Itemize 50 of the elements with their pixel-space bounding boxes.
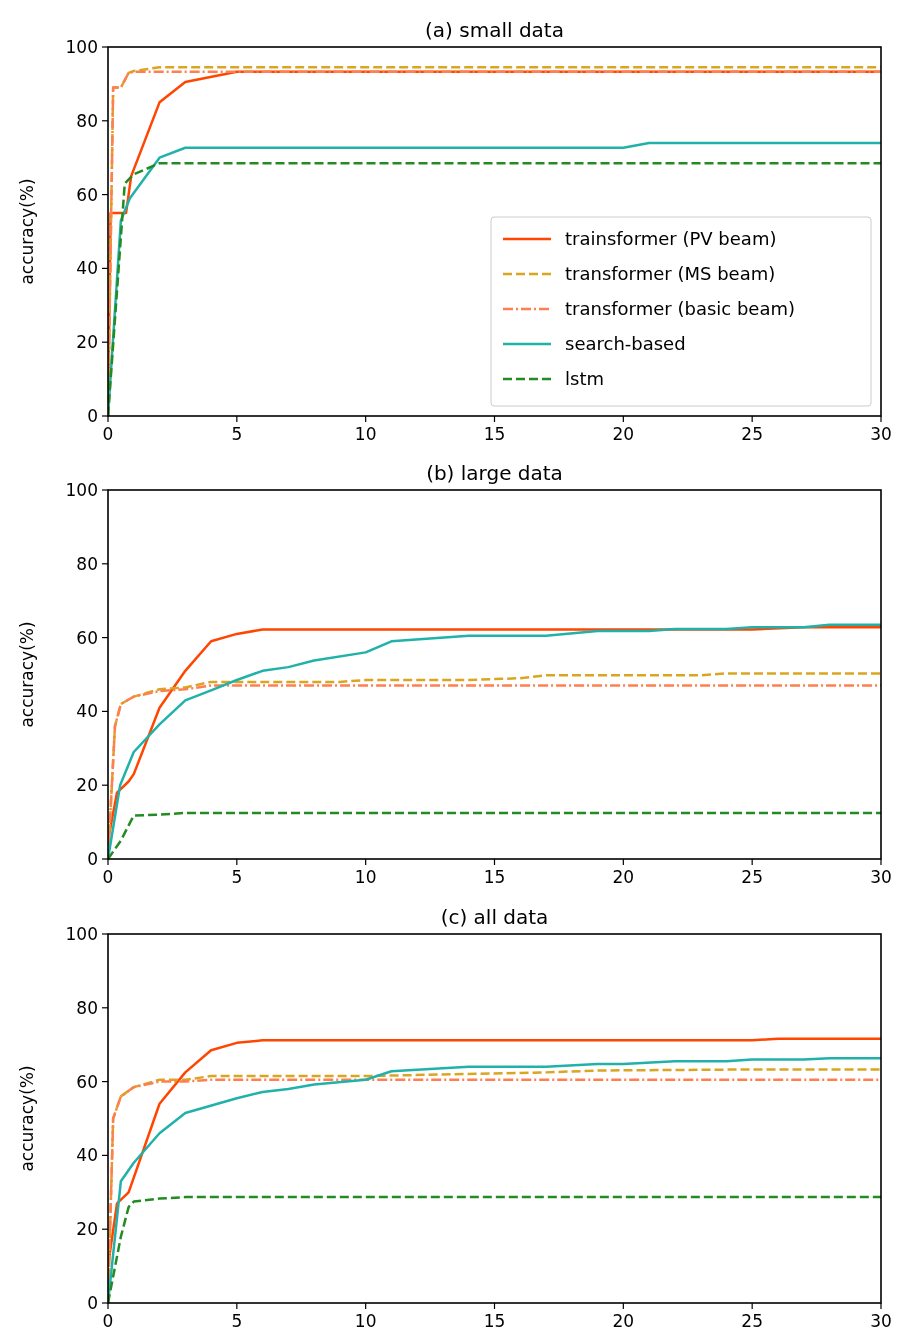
x-tick-label: 10 xyxy=(354,1311,377,1331)
x-tick-label: 30 xyxy=(870,1311,892,1331)
x-tick-label: 20 xyxy=(612,1311,635,1331)
y-tick-label: 20 xyxy=(76,1219,98,1240)
y-tick-label: 40 xyxy=(76,701,98,722)
y-tick-label: 100 xyxy=(65,37,98,57)
x-tick-label: 5 xyxy=(231,1311,243,1331)
y-tick-label: 80 xyxy=(76,553,98,574)
x-tick-label: 25 xyxy=(741,424,763,444)
x-tick-label: 0 xyxy=(102,424,114,444)
y-tick-label: 20 xyxy=(76,332,98,353)
x-tick-label: 10 xyxy=(354,424,377,444)
x-tick-label: 0 xyxy=(102,867,114,887)
y-tick-label: 60 xyxy=(76,184,98,205)
y-tick-label: 60 xyxy=(76,627,98,648)
y-tick-label: 80 xyxy=(76,997,98,1018)
x-tick-label: 5 xyxy=(231,424,243,444)
y-tick-label: 20 xyxy=(76,775,98,796)
y-tick-label: 40 xyxy=(76,258,98,279)
x-tick-label: 30 xyxy=(870,867,892,887)
y-axis-title: accuracy(%) xyxy=(17,178,37,285)
legend-label: lstm xyxy=(565,368,604,389)
x-tick-label: 20 xyxy=(612,424,635,444)
x-tick-label: 15 xyxy=(483,424,506,444)
legend-label: search-based xyxy=(565,333,686,354)
chart-title: (c) all data xyxy=(440,905,549,929)
y-tick-label: 100 xyxy=(65,480,98,500)
y-tick-label: 0 xyxy=(87,1293,98,1313)
chart-title: (b) large data xyxy=(426,461,563,485)
x-tick-label: 15 xyxy=(483,867,506,887)
y-tick-label: 0 xyxy=(87,849,98,869)
legend-label: trainsformer (PV beam) xyxy=(565,228,777,249)
y-tick-label: 100 xyxy=(65,924,98,944)
x-tick-label: 10 xyxy=(354,867,377,887)
legend-label: transformer (basic beam) xyxy=(565,298,796,319)
x-tick-label: 20 xyxy=(612,867,635,887)
x-tick-label: 25 xyxy=(741,867,763,887)
chart-title: (a) small data xyxy=(425,18,564,42)
y-tick-label: 40 xyxy=(76,1145,98,1166)
x-tick-label: 5 xyxy=(231,867,243,887)
y-tick-label: 80 xyxy=(76,110,98,131)
y-tick-label: 60 xyxy=(76,1071,98,1092)
x-tick-label: 0 xyxy=(102,1311,114,1331)
x-tick-label: 30 xyxy=(870,424,892,444)
x-tick-label: 15 xyxy=(483,1311,506,1331)
x-tick-label: 25 xyxy=(741,1311,763,1331)
legend-label: transformer (MS beam) xyxy=(565,263,776,284)
y-tick-label: 0 xyxy=(87,406,98,426)
y-axis-title: accuracy(%) xyxy=(17,621,37,728)
y-axis-title: accuracy(%) xyxy=(17,1065,37,1172)
